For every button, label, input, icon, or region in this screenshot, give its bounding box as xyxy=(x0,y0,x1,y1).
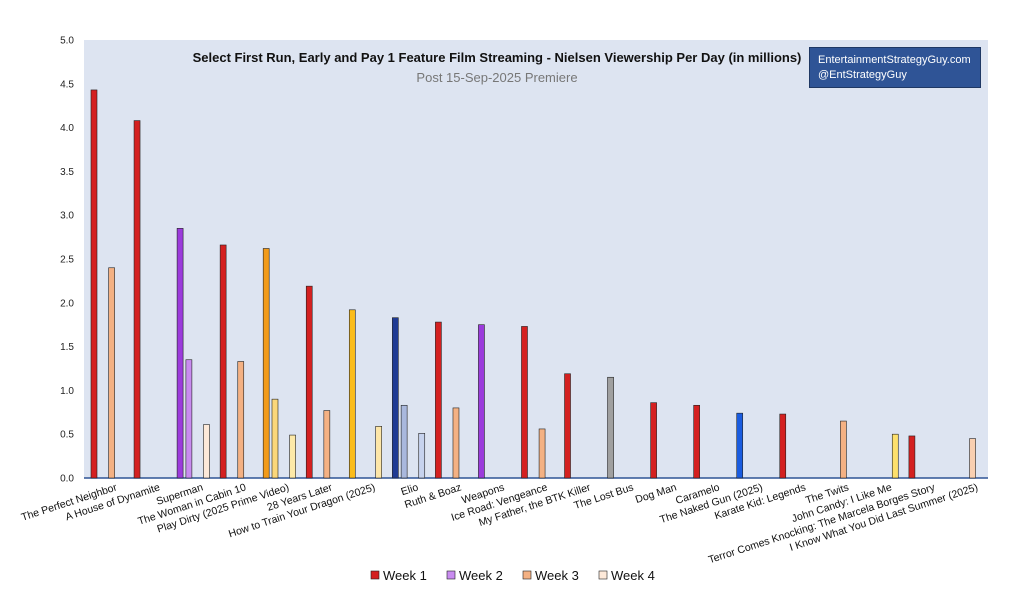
bar xyxy=(108,267,115,479)
bar xyxy=(564,373,571,479)
bar xyxy=(840,420,847,479)
bar xyxy=(90,89,98,479)
y-tick-label: 3.5 xyxy=(60,167,74,178)
y-axis: 0.0 0.5 1.0 1.5 2.0 2.5 3.0 3.5 4.0 4.5 5.0 xyxy=(60,36,988,485)
bar xyxy=(607,376,614,479)
y-tick-label: 3.0 xyxy=(60,211,74,222)
y-tick-label: 0.5 xyxy=(60,430,74,441)
bar xyxy=(538,428,546,479)
bar xyxy=(969,438,976,479)
plot-area xyxy=(84,40,988,478)
bar xyxy=(323,410,331,479)
category-label: Elio xyxy=(399,481,420,498)
bar xyxy=(262,248,270,479)
legend-label: Week 1 xyxy=(383,568,427,583)
y-tick-label: 2.0 xyxy=(60,298,74,309)
legend-label: Week 2 xyxy=(459,568,503,583)
y-tick-label: 1.0 xyxy=(60,386,74,397)
bar xyxy=(271,398,279,479)
bar xyxy=(908,435,916,479)
legend: Week 1 Week 2 Week 3 Week 4 xyxy=(370,568,655,583)
watermark-site: EntertainmentStrategyGuy.com xyxy=(818,54,971,66)
bar xyxy=(185,359,193,479)
bar xyxy=(289,434,296,479)
bar xyxy=(693,404,700,479)
bar xyxy=(237,361,245,479)
chart-subtitle: Post 15-Sep-2025 Premiere xyxy=(416,70,577,85)
bar xyxy=(452,407,460,479)
y-tick-label: 4.5 xyxy=(60,79,74,90)
legend-label: Week 3 xyxy=(535,568,579,583)
y-tick-label: 5.0 xyxy=(60,36,74,47)
bar xyxy=(418,433,426,479)
bar xyxy=(176,228,184,479)
bar xyxy=(435,321,442,479)
bar xyxy=(133,120,141,479)
y-tick-label: 1.5 xyxy=(60,342,74,353)
bars xyxy=(90,89,976,479)
bar xyxy=(305,285,313,479)
chart-title: Select First Run, Early and Pay 1 Featur… xyxy=(193,50,802,65)
bar xyxy=(478,324,485,479)
legend-label: Week 4 xyxy=(611,568,655,583)
y-tick-label: 2.5 xyxy=(60,255,74,266)
legend-swatch xyxy=(598,570,608,580)
legend-swatch xyxy=(370,570,380,580)
bar xyxy=(219,244,227,479)
bar xyxy=(650,402,657,479)
bar xyxy=(736,412,744,479)
legend-swatch xyxy=(446,570,456,580)
bar xyxy=(521,326,528,479)
watermark-box: EntertainmentStrategyGuy.com @EntStrateg… xyxy=(809,47,981,88)
watermark-handle: @EntStrategyGuy xyxy=(818,69,907,81)
bar xyxy=(348,309,356,479)
y-tick-label: 0.0 xyxy=(60,474,74,485)
bar xyxy=(779,413,787,479)
bar xyxy=(375,426,382,479)
bar xyxy=(400,404,408,479)
bar xyxy=(392,317,399,479)
category-label: Dog Man xyxy=(634,481,678,506)
legend-swatch xyxy=(522,570,532,580)
bar xyxy=(203,424,210,479)
bar xyxy=(891,433,899,479)
y-tick-label: 4.0 xyxy=(60,123,74,134)
